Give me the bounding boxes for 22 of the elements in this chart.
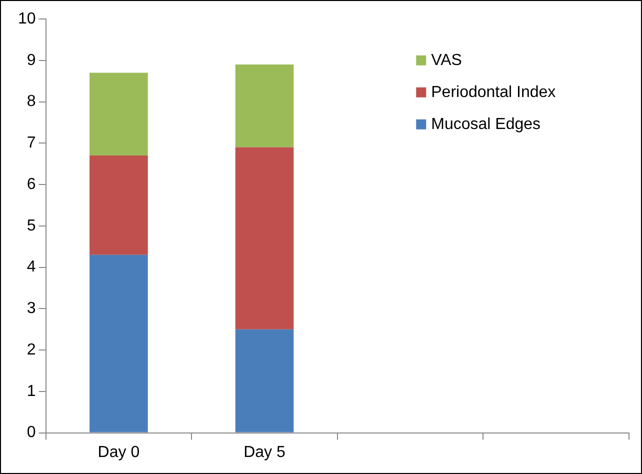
y-tick-label: 7 bbox=[26, 134, 36, 152]
bar bbox=[90, 254, 148, 432]
y-tick-label: 8 bbox=[26, 93, 36, 110]
y-tick-label: 4 bbox=[26, 258, 36, 276]
legend-label: Mucosal Edges bbox=[431, 116, 541, 133]
x-tick-label: Day 5 bbox=[244, 444, 286, 461]
legend-label: Periodontal Index bbox=[431, 84, 556, 101]
y-tick-label: 10 bbox=[18, 10, 36, 28]
y-tick-label: 0 bbox=[26, 424, 36, 442]
x-tick-label: Day 0 bbox=[98, 444, 140, 461]
y-tick-label: 6 bbox=[26, 176, 36, 193]
y-tick-label: 3 bbox=[26, 300, 36, 318]
y-tick-label: 1 bbox=[26, 382, 36, 400]
y-tick-label: 9 bbox=[26, 52, 36, 69]
bar bbox=[90, 72, 148, 156]
legend-label: VAS bbox=[431, 52, 462, 69]
y-tick-label: 2 bbox=[26, 341, 36, 358]
bar bbox=[235, 64, 294, 148]
bar bbox=[90, 156, 148, 255]
bar bbox=[235, 329, 294, 432]
bar bbox=[235, 147, 294, 330]
y-tick-label: 5 bbox=[26, 217, 36, 234]
